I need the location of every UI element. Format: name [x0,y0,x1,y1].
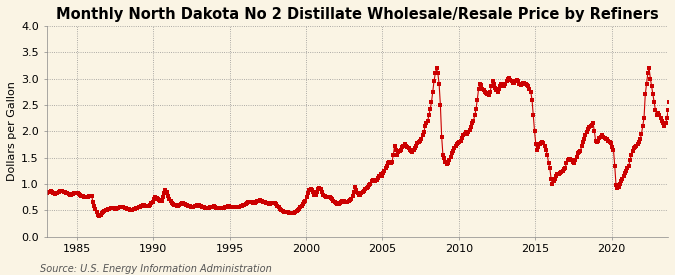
Title: Monthly North Dakota No 2 Distillate Wholesale/Resale Price by Refiners: Monthly North Dakota No 2 Distillate Who… [56,7,659,22]
Text: Source: U.S. Energy Information Administration: Source: U.S. Energy Information Administ… [40,264,272,274]
Y-axis label: Dollars per Gallon: Dollars per Gallon [7,81,17,181]
